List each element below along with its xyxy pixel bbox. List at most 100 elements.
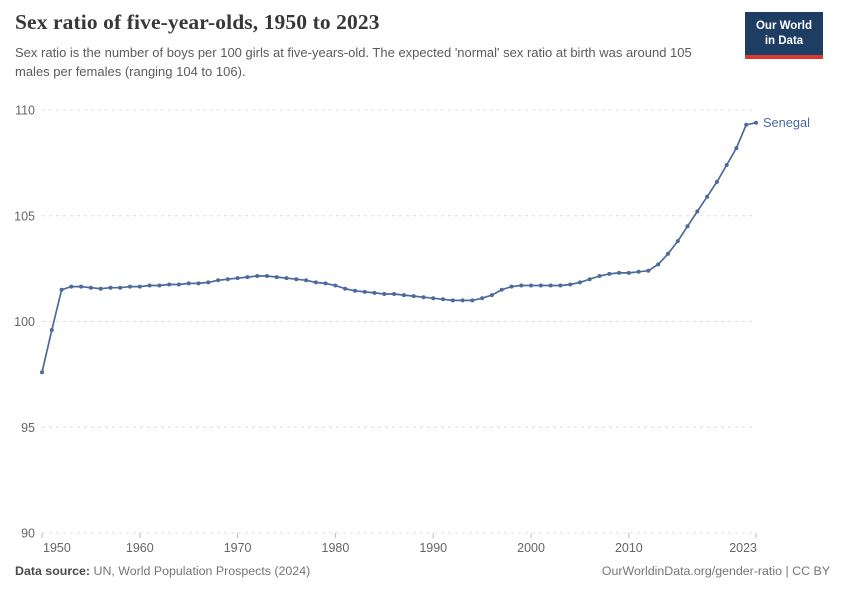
data-point — [294, 277, 299, 282]
data-point — [705, 194, 710, 199]
data-point — [724, 163, 729, 167]
data-point — [441, 297, 445, 302]
data-point — [587, 277, 592, 282]
data-point — [79, 284, 84, 289]
data-point — [480, 296, 485, 301]
data-point — [108, 285, 113, 290]
data-point — [646, 268, 651, 273]
data-point — [304, 278, 309, 283]
data-point — [636, 269, 641, 274]
data-point — [685, 224, 690, 229]
data-point — [558, 283, 563, 288]
data-point — [577, 280, 582, 285]
data-point — [118, 285, 123, 290]
chart-subtitle: Sex ratio is the number of boys per 100 … — [15, 45, 692, 79]
data-point — [128, 284, 132, 289]
x-axis-tick-label: 2000 — [517, 541, 545, 555]
data-point — [597, 274, 602, 278]
data-point — [333, 283, 338, 288]
chart-header: Sex ratio of five-year-olds, 1950 to 202… — [15, 10, 835, 82]
data-point — [372, 290, 377, 295]
data-point — [470, 298, 475, 303]
y-axis-tick-label: 90 — [21, 527, 35, 541]
data-point — [460, 298, 465, 303]
data-point — [519, 283, 524, 288]
data-point — [548, 283, 553, 288]
owid-logo-line1: Our World — [755, 20, 812, 32]
data-point — [98, 286, 103, 291]
data-point — [362, 289, 367, 294]
data-point — [431, 296, 436, 301]
data-point — [714, 179, 719, 184]
data-point — [617, 270, 622, 275]
data-point — [734, 146, 739, 151]
data-point — [147, 283, 152, 288]
data-point — [675, 239, 680, 244]
data-point — [489, 293, 494, 298]
data-point — [323, 281, 328, 286]
x-axis-tick-label: 1990 — [419, 541, 447, 555]
x-axis-tick-label: 1960 — [126, 541, 154, 555]
data-point — [245, 275, 250, 280]
data-point — [176, 282, 181, 287]
data-point — [401, 293, 406, 298]
page-title: Sex ratio of five-year-olds, 1950 to 202… — [15, 10, 380, 34]
series-line-senegal — [41, 121, 757, 373]
data-point — [206, 280, 211, 285]
data-point — [69, 284, 74, 289]
data-point — [568, 282, 573, 287]
x-axis-tick-label: 2010 — [615, 541, 643, 555]
data-point — [392, 292, 397, 296]
x-axis-tick-label: 2023 — [729, 541, 757, 555]
data-point — [186, 281, 191, 286]
data-point — [754, 120, 758, 125]
data-point — [216, 278, 221, 283]
y-axis-tick-label: 105 — [14, 209, 35, 223]
owid-logo-line2: in Data — [764, 34, 804, 47]
data-point — [411, 294, 416, 299]
data-point — [499, 287, 504, 292]
data-point — [538, 283, 543, 288]
data-point — [450, 298, 455, 303]
data-point — [421, 295, 426, 300]
data-point — [529, 283, 533, 288]
data-point — [744, 122, 749, 127]
data-point — [88, 285, 93, 290]
data-point — [343, 286, 348, 291]
data-point — [225, 277, 230, 282]
data-point — [255, 274, 260, 278]
data-point — [313, 280, 318, 285]
data-point — [274, 275, 279, 280]
data-point — [626, 270, 631, 275]
data-point — [167, 282, 172, 287]
data-point — [157, 283, 162, 288]
owid-logo[interactable]: Our World in Data — [745, 12, 823, 59]
owid-link[interactable]: OurWorldinData.org/gender-ratio | CC BY — [601, 564, 830, 578]
data-source: Data source: UN, World Population Prospe… — [15, 564, 310, 578]
series-end-label: Senegal — [763, 115, 810, 130]
y-axis-tick-label: 110 — [15, 104, 35, 118]
data-point — [607, 271, 612, 276]
data-point — [265, 274, 269, 278]
data-point — [695, 209, 700, 214]
data-point — [353, 288, 357, 293]
data-point — [137, 284, 142, 289]
data-point — [59, 287, 64, 292]
y-axis-tick-label: 100 — [14, 315, 35, 329]
chart-footer: Data source: UN, World Population Prospe… — [0, 564, 850, 578]
data-point — [666, 251, 670, 256]
data-source-label: Data source: — [15, 564, 91, 578]
data-point — [382, 292, 387, 296]
data-source-value: UN, World Population Prospects (2024) — [90, 564, 311, 578]
data-point — [509, 284, 514, 289]
y-axis-tick-label: 95 — [21, 421, 35, 435]
data-point — [656, 262, 661, 267]
data-point — [284, 276, 289, 281]
data-point — [235, 276, 240, 281]
x-axis-tick-label: 1970 — [224, 541, 252, 555]
data-point — [49, 328, 54, 332]
data-point — [40, 370, 44, 375]
x-axis-tick-label: 1980 — [322, 541, 350, 555]
